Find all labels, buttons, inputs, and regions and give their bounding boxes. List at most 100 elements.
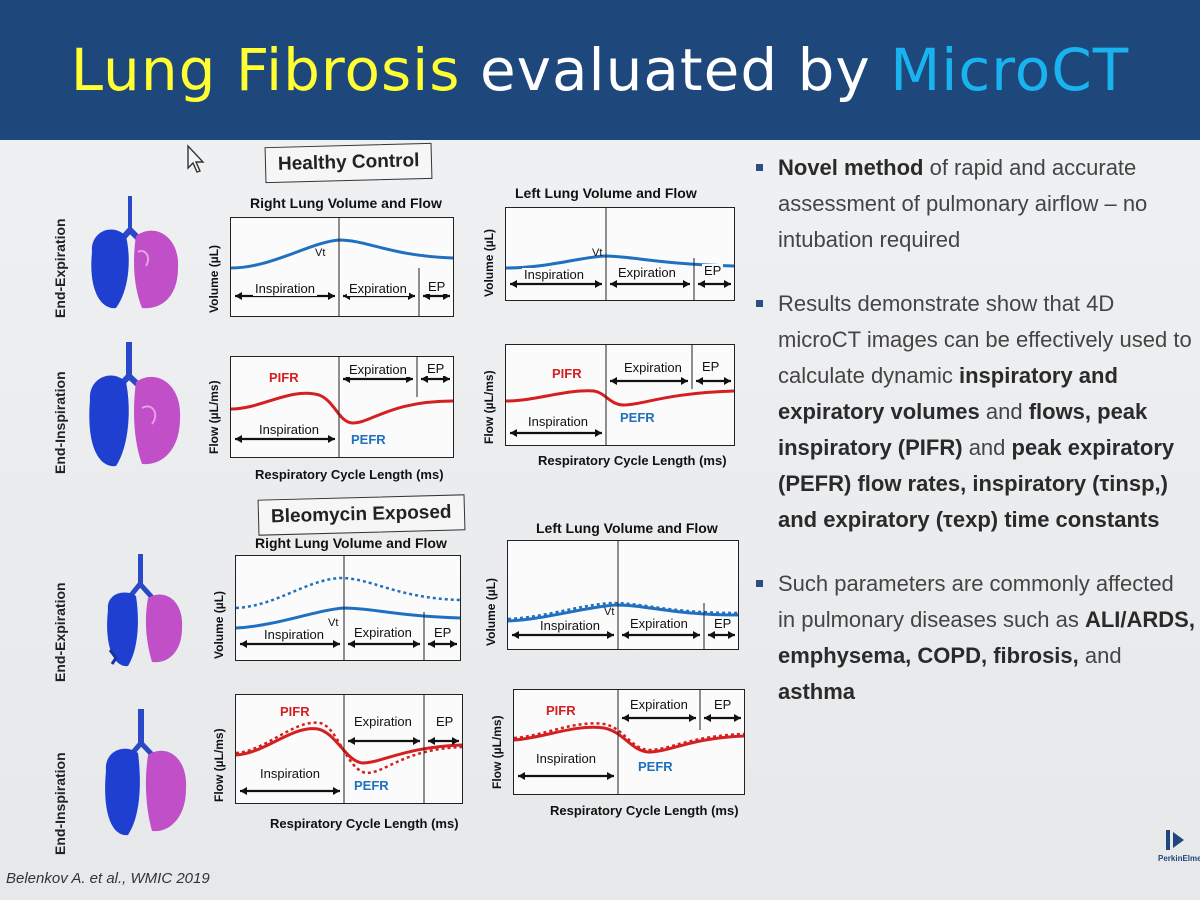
group-title-healthy-control: Healthy Control [264,142,433,184]
row-label-end-expiration-healthy: End-Expiration [52,218,68,318]
plot-area: Vt Inspiration Expiration EP [507,540,739,650]
expiration-label: Expiration [352,625,414,640]
ep-label: EP [425,361,447,376]
y-axis-label: Flow (µL/ms) [212,728,226,802]
chart-healthy-left-volume: Left Lung Volume and Flow Volume (µL) Vt… [480,185,740,325]
inspiration-label: Inspiration [522,267,586,282]
expiration-label: Expiration [347,362,409,377]
expiration-label: Expiration [352,714,414,729]
lung-render-bleomycin-expiration [107,554,183,667]
logo-text: PerkinElmer [1158,854,1200,863]
expiration-label: Expiration [347,281,409,296]
bullet-2-bold-b: inspiratory and expiratory volumes [778,363,1118,424]
pefr-label: PEFR [618,410,657,425]
row-label-end-expiration-bleomycin: End-Expiration [52,582,68,682]
inspiration-label: Inspiration [526,414,590,429]
row-label-end-inspiration-healthy: End-Inspiration [52,371,68,474]
flow-curve-baseline [514,722,744,752]
x-axis-label: Respiratory Cycle Length (ms) [270,816,459,831]
inspiration-label: Inspiration [538,618,602,633]
plot-area: PIFR Expiration EP Inspiration PEFR [513,689,745,795]
bullet-results: Results demonstrate show that 4D microCT… [756,286,1196,538]
title-part-evaluated-by: evaluated by [460,36,891,104]
bullet-2-text-c: and [979,399,1029,424]
flow-curve [231,391,453,425]
pifr-label: PIFR [267,370,301,385]
volume-curve-baseline [508,601,738,621]
chart-bleomycin-right-flow: Flow (µL/ms) PIFR Expiration EP Inspirat… [210,690,470,840]
flow-curve [514,725,744,754]
chart-title: Right Lung Volume and Flow [255,535,447,551]
ep-label: EP [712,697,734,712]
x-axis-label: Respiratory Cycle Length (ms) [550,803,739,818]
bullet-3-bold-d: asthma [778,679,856,704]
group-title-bleomycin-exposed: Bleomycin Exposed [257,494,465,536]
bullet-1-bold: Novel method [778,155,924,180]
bullet-novel-method: Novel method of rapid and accurate asses… [756,150,1196,258]
lung-render-healthy-inspiration [89,342,181,467]
bullet-list: Novel method of rapid and accurate asses… [756,150,1196,738]
pifr-label: PIFR [550,366,584,381]
y-axis-label: Flow (µL/ms) [207,380,221,454]
vt-label: Vt [592,247,603,259]
citation: Belenkov A. et al., WMIC 2019 [6,870,210,887]
expiration-label: Expiration [628,697,690,712]
ep-label: EP [426,279,448,294]
title-part-lung-fibrosis: Lung Fibrosis [70,36,461,104]
chart-title: Left Lung Volume and Flow [536,520,718,536]
y-axis-label: Flow (µL/ms) [482,370,496,444]
bullet-marker-icon [756,300,763,307]
plot-area: Vt Inspiration Expiration EP [230,217,454,317]
y-axis-label: Volume (µL) [207,244,221,313]
pefr-label: PEFR [349,432,388,447]
ep-label: EP [712,616,734,631]
plot-area: PIFR Expiration EP Inspiration PEFR [505,344,735,446]
pefr-label: PEFR [636,759,675,774]
pifr-label: PIFR [544,703,578,718]
bullet-3-text-c: and [1078,643,1122,668]
bullet-1-text: of rapid and accurate assessment of pulm… [778,155,1148,252]
title-banner: Lung Fibrosis evaluated by MicroCT [0,0,1200,140]
plot-area: Vt Inspiration Expiration EP [505,207,735,301]
bullet-diseases: Such parameters are commonly affected in… [756,566,1196,710]
logo-mark-icon [1166,830,1184,850]
vt-label: Vt [328,617,339,629]
pifr-label: PIFR [278,704,312,719]
lung-render-healthy-expiration [91,196,179,309]
title-part-microct: MicroCT [890,36,1130,104]
y-axis-label: Volume (µL) [484,577,498,646]
expiration-label: Expiration [616,265,678,280]
chart-healthy-right-volume: Right Lung Volume and Flow Volume (µL) V… [205,195,460,335]
expiration-label: Expiration [628,616,690,631]
bullet-marker-icon [756,580,763,587]
inspiration-label: Inspiration [257,422,321,437]
inspiration-label: Inspiration [534,751,598,766]
plot-area: PIFR Expiration EP Inspiration PEFR [230,356,454,458]
ep-label: EP [702,263,724,278]
y-axis-label: Volume (µL) [482,228,496,297]
y-axis-label: Volume (µL) [212,590,226,659]
chart-bleomycin-right-volume: Right Lung Volume and Flow Volume (µL) V… [210,535,465,675]
inspiration-label: Inspiration [253,281,317,296]
lung-render-bleomycin-inspiration [105,709,187,836]
bullet-3-bold-b: ALI/ARDS, emphysema, COPD, fibrosis, [778,607,1195,668]
bullet-3-text-a: Such parameters are commonly affected in… [778,571,1174,632]
volume-curve-baseline [236,576,460,610]
x-axis-label: Respiratory Cycle Length (ms) [255,467,444,482]
volume-curve [231,238,453,270]
row-label-end-inspiration-bleomycin: End-Inspiration [52,752,68,855]
chart-healthy-right-flow: Flow (µL/ms) PIFR Expiration EP Inspirat… [205,352,460,492]
vt-label: Vt [604,606,615,618]
y-axis-label: Flow (µL/ms) [490,715,504,789]
volume-curve [506,254,734,270]
chart-bleomycin-left-flow: Flow (µL/ms) PIFR Expiration EP Inspirat… [488,685,750,835]
bullet-2-bold-d: flows, peak inspiratory (PIFR) [778,399,1148,460]
volume-curve [236,606,460,630]
bullet-2-text-a: Results demonstrate show that 4D microCT… [778,291,1192,388]
chart-title: Right Lung Volume and Flow [250,195,442,211]
chart-healthy-left-flow: Flow (µL/ms) PIFR Expiration EP Inspirat… [480,340,740,480]
chart-title: Left Lung Volume and Flow [515,185,697,201]
mouse-cursor-icon [187,144,205,173]
ep-label: EP [700,359,722,374]
inspiration-label: Inspiration [258,766,322,781]
